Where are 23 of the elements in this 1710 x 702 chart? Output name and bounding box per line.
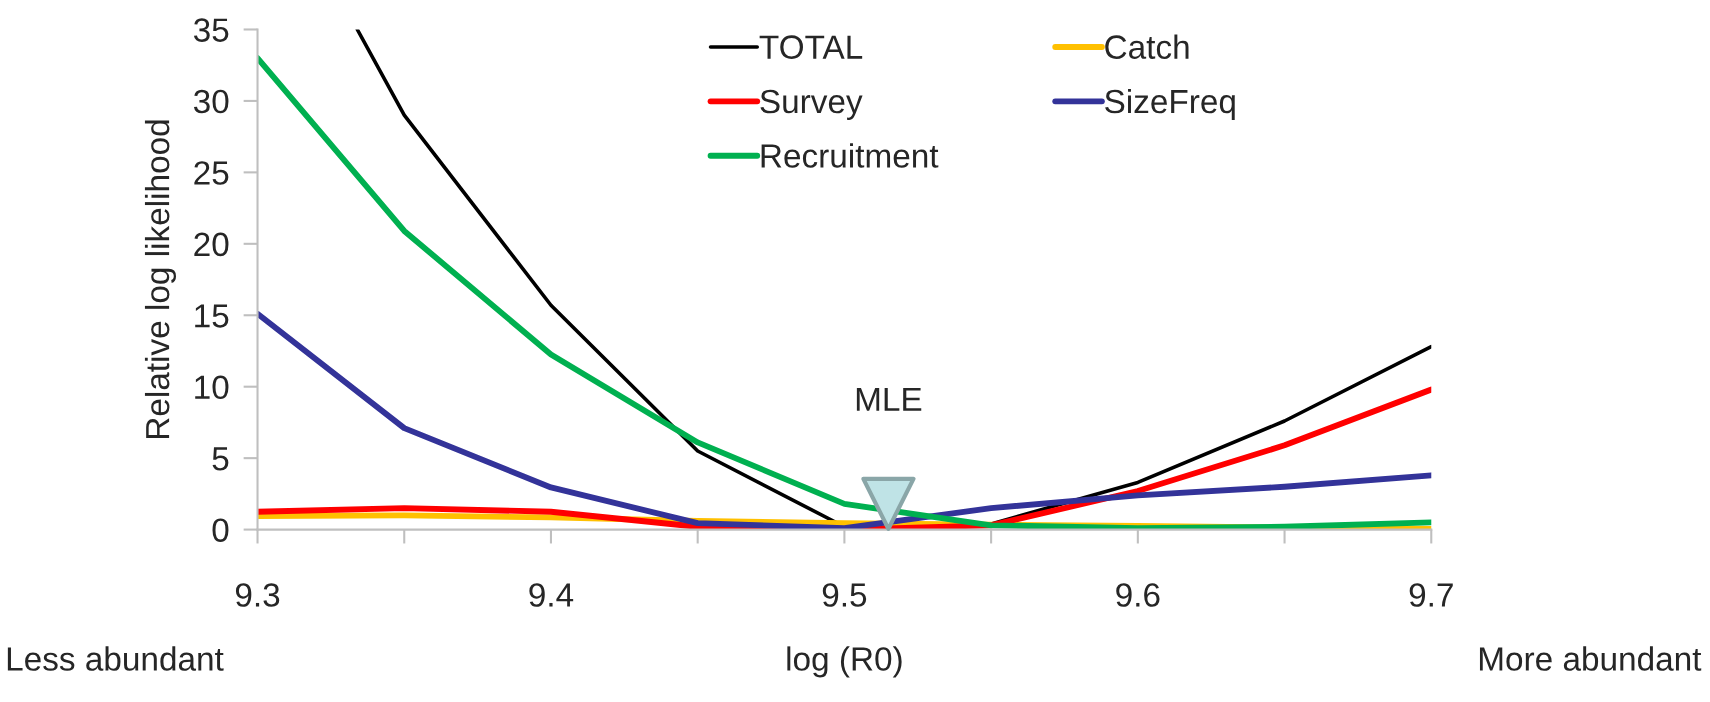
x-tick-label: 9.7 bbox=[1409, 583, 1453, 607]
y-tick-label: 20 bbox=[194, 232, 229, 257]
x-axis-title: log (R0) bbox=[787, 646, 902, 678]
text: Less abundant bbox=[7, 646, 224, 671]
y-tick-label: 0 bbox=[212, 518, 229, 542]
x-tick-label: 9.5 bbox=[822, 583, 867, 607]
y-tick-label: 25 bbox=[194, 161, 229, 185]
legend-label: Catch bbox=[1105, 34, 1189, 59]
text: More abundant bbox=[1479, 646, 1702, 671]
legend-label: SizeFreq bbox=[1105, 88, 1235, 120]
legend-label: Survey bbox=[760, 89, 863, 120]
y-tick-label: 15 bbox=[195, 304, 229, 328]
x-tick-label: 9.3 bbox=[235, 583, 280, 607]
y-tick-label: 5 bbox=[212, 447, 229, 471]
annotation: MLE bbox=[856, 387, 922, 411]
x-tick-label: 9.6 bbox=[1116, 583, 1160, 607]
legend-label: TOTAL bbox=[759, 35, 863, 59]
x-tick-label: 9.4 bbox=[529, 583, 574, 607]
y-tick-label: 30 bbox=[193, 89, 229, 114]
y-axis-title: Relative log likelihood bbox=[144, 120, 177, 438]
y-tick-label: 10 bbox=[195, 375, 229, 400]
y-tick-label: 35 bbox=[193, 18, 229, 42]
legend-label: Recruitment bbox=[761, 143, 939, 168]
